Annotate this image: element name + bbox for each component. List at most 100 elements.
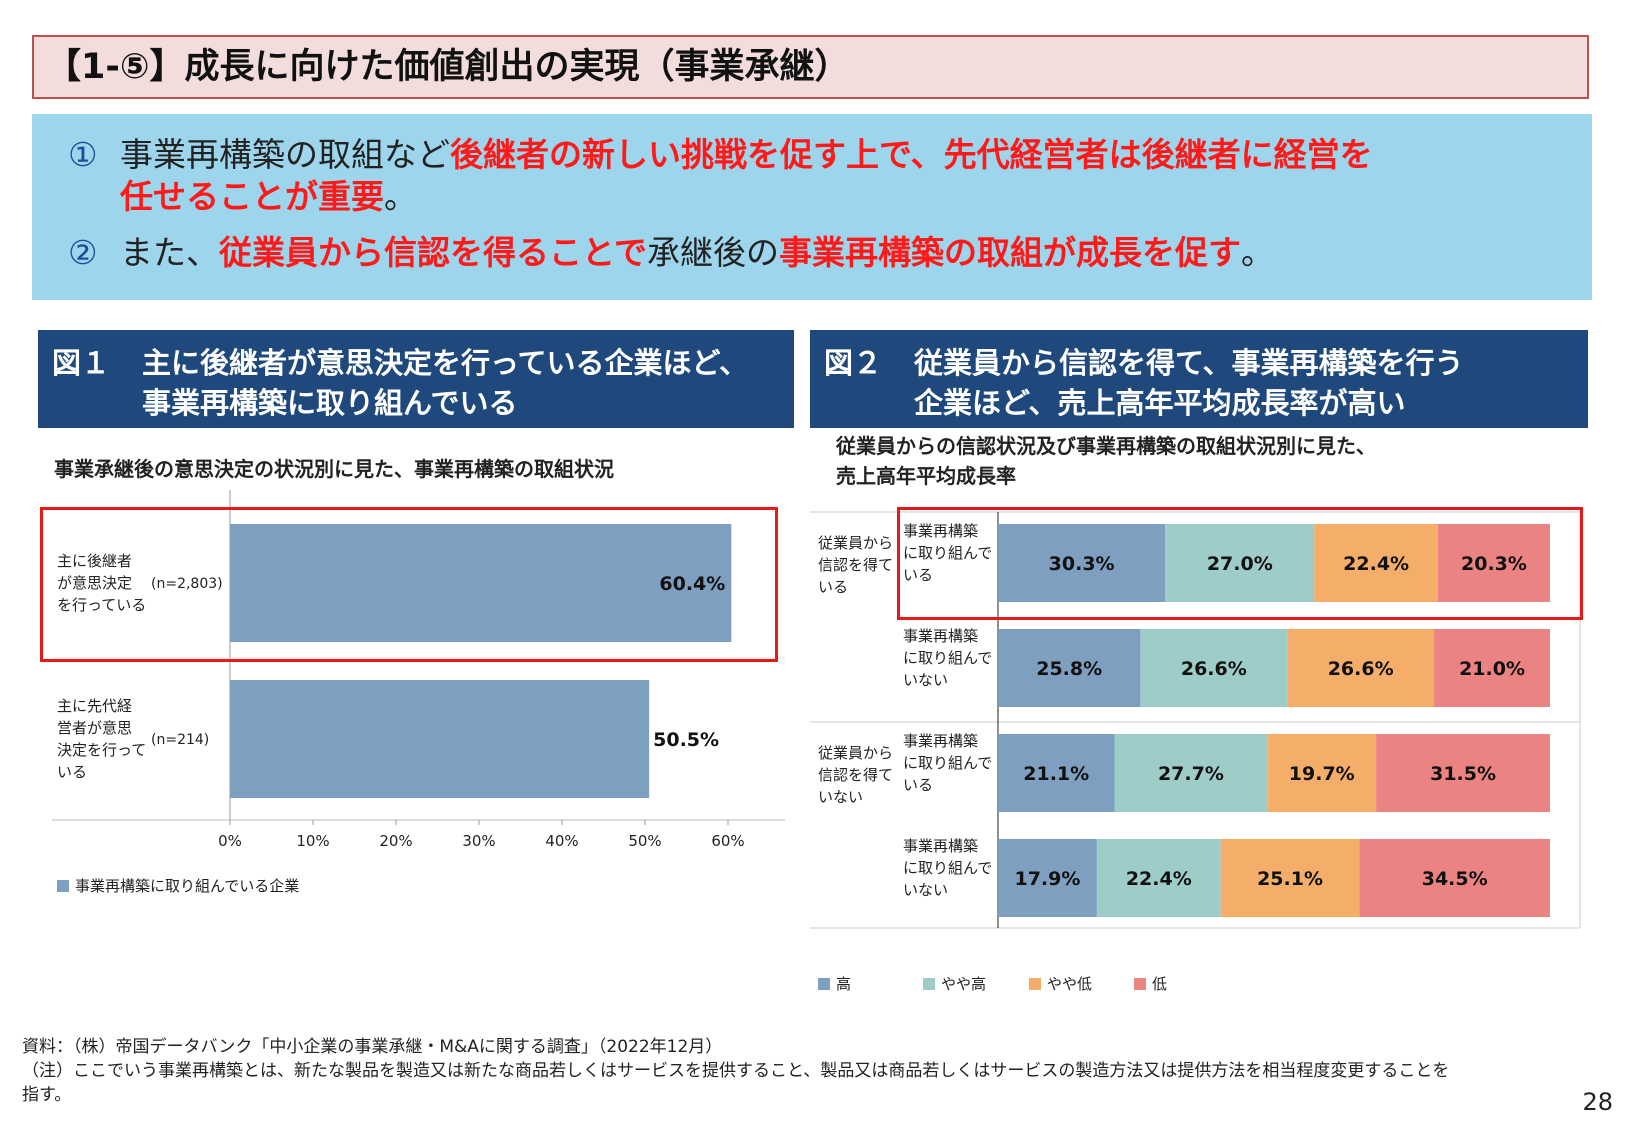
page-number: 28 [1582, 1088, 1613, 1116]
summary-text: 。 [384, 177, 417, 216]
data-label: 27.7% [1158, 763, 1224, 785]
group-label: 信認を得て [818, 556, 893, 574]
data-label: 25.8% [1036, 658, 1102, 680]
summary-text: また、 [120, 233, 219, 272]
point-number: ① [68, 135, 98, 174]
summary-text: 。 [1241, 233, 1275, 272]
summary-point-2: ② また、従業員から信認を得ることで承継後の事業再構築の取組が成長を促す。 [68, 232, 1274, 274]
row-label: いる [903, 776, 933, 794]
legend-swatch [57, 880, 69, 892]
category-label: を行っている [57, 596, 146, 614]
summary-emphasis: 後継者の新しい挑戦を促す上で、先代経営者は後継者に経営を [450, 135, 1373, 174]
legend-swatch [923, 978, 935, 990]
page-title: 【1-⑤】成長に向けた価値創出の実現（事業承継） [32, 35, 1589, 99]
legend-label: やや低 [1047, 975, 1092, 993]
fig1-heading-line1: 主に後継者が意思決定を行っている企業ほど、 [142, 346, 749, 380]
summary-emphasis: 従業員から信認を得ることで [219, 233, 648, 272]
legend-label: 高 [836, 975, 851, 993]
summary-emphasis: 事業再構築の取組が成長を促す [779, 233, 1242, 272]
stack-segment [1140, 629, 1288, 707]
x-tick-label: 60% [711, 832, 744, 850]
definition-note-line1: （注）ここでいう事業再構築とは、新たな製品を製造又は新たな商品若しくはサービスを… [22, 1061, 1450, 1081]
group-label: いない [818, 788, 863, 806]
fig1-chart: 主に後継者が意思決定を行っている (n=2,803) 60.4% 主に先代経営者が意思… [52, 490, 785, 895]
group-label: 従業員から [818, 534, 893, 552]
category-label: いる [57, 763, 87, 781]
x-tick-label: 0% [218, 832, 242, 850]
stack-segment [1437, 524, 1550, 602]
fig2-heading-line1: 従業員から信認を得て、事業再構築を行う [914, 346, 1464, 380]
x-tick-label: 20% [379, 832, 412, 850]
data-label: 27.0% [1207, 553, 1273, 575]
summary-point-1: ① 事業再構築の取組など後継者の新しい挑戦を促す上で、先代経営者は後継者に経営を [68, 134, 1373, 176]
fig2-highlight-box [897, 507, 1583, 620]
data-label: 26.6% [1328, 658, 1394, 680]
x-tick-label: 30% [462, 832, 495, 850]
data-label: 30.3% [1049, 553, 1115, 575]
stack-segment [998, 839, 1097, 917]
stack-segment [1376, 734, 1550, 812]
x-tick-label: 50% [628, 832, 661, 850]
fig1-highlight-box [40, 507, 778, 662]
stack-segment [998, 734, 1115, 812]
data-label: 20.3% [1461, 553, 1527, 575]
category-label: が意思決定 [57, 574, 132, 592]
group-label: 従業員から [818, 744, 893, 762]
summary-text: 事業再構築の取組など [120, 135, 450, 174]
bar [230, 524, 732, 642]
category-n-label: (n=2,803) [151, 576, 223, 592]
data-label: 22.4% [1343, 553, 1409, 575]
data-label: 25.1% [1257, 868, 1323, 890]
row-label: いる [903, 566, 933, 584]
bar [230, 680, 650, 798]
fig1-subtitle: 事業承継後の意思決定の状況別に見た、事業再構築の取組状況 [54, 457, 614, 481]
point-number: ② [68, 233, 98, 272]
row-label: 事業再構築 [903, 522, 978, 540]
row-label: に取り組んで [903, 649, 992, 667]
stack-segment [1434, 629, 1550, 707]
data-label: 22.4% [1126, 868, 1192, 890]
category-label: 主に後継者 [57, 552, 132, 570]
data-label: 21.1% [1023, 763, 1089, 785]
row-label: 事業再構築 [903, 627, 978, 645]
stack-segment [1114, 734, 1268, 812]
data-label: 21.0% [1459, 658, 1525, 680]
stack-segment [1359, 839, 1550, 917]
data-label: 17.9% [1014, 868, 1080, 890]
summary-box: ① 事業再構築の取組など後継者の新しい挑戦を促す上で、先代経営者は後継者に経営を … [32, 114, 1592, 300]
x-tick-label: 40% [545, 832, 578, 850]
data-label: 19.7% [1289, 763, 1355, 785]
row-label: 事業再構築 [903, 732, 978, 750]
group-label: 信認を得て [818, 766, 893, 784]
stack-segment [1314, 524, 1438, 602]
stack-segment [998, 524, 1166, 602]
fig2-subtitle-line1: 従業員からの信認状況及び事業再構築の取組状況別に見た、 [836, 434, 1376, 458]
stack-segment [1267, 734, 1377, 812]
data-label: 31.5% [1430, 763, 1496, 785]
fig1-heading-line2: 事業再構築に取り組んでいる [142, 386, 518, 420]
source-note: 資料：（株）帝国データバンク「中小企業の事業承継・M&Aに関する調査」（2022… [22, 1037, 723, 1057]
x-tick-label: 10% [296, 832, 329, 850]
category-label: 決定を行って [57, 741, 146, 759]
row-label: 事業再構築 [903, 837, 978, 855]
row-label: に取り組んで [903, 859, 992, 877]
row-label: に取り組んで [903, 544, 992, 562]
fig2-label: 図２ [824, 346, 883, 380]
data-label: 60.4% [659, 573, 725, 595]
stack-segment [1165, 524, 1315, 602]
row-label: いない [903, 881, 948, 899]
fig2-subtitle-line2: 売上高年平均成長率 [836, 464, 1016, 488]
data-label: 34.5% [1422, 868, 1488, 890]
legend-swatch [1029, 978, 1041, 990]
summary-point-1-cont: 任せることが重要。 [120, 176, 417, 218]
data-label: 26.6% [1181, 658, 1247, 680]
data-label: 50.5% [653, 729, 719, 751]
summary-emphasis: 任せることが重要 [120, 177, 384, 216]
category-label: 営者が意思 [57, 719, 132, 737]
fig2-heading: 図２ 従業員から信認を得て、事業再構築を行う 企業ほど、売上高年平均成長率が高い [810, 330, 1588, 428]
stack-segment [1096, 839, 1221, 917]
legend-label: 事業再構築に取り組んでいる企業 [75, 877, 299, 895]
category-n-label: (n=214) [151, 732, 209, 748]
legend-swatch [1134, 978, 1146, 990]
fig1-label: 図１ [52, 346, 111, 380]
